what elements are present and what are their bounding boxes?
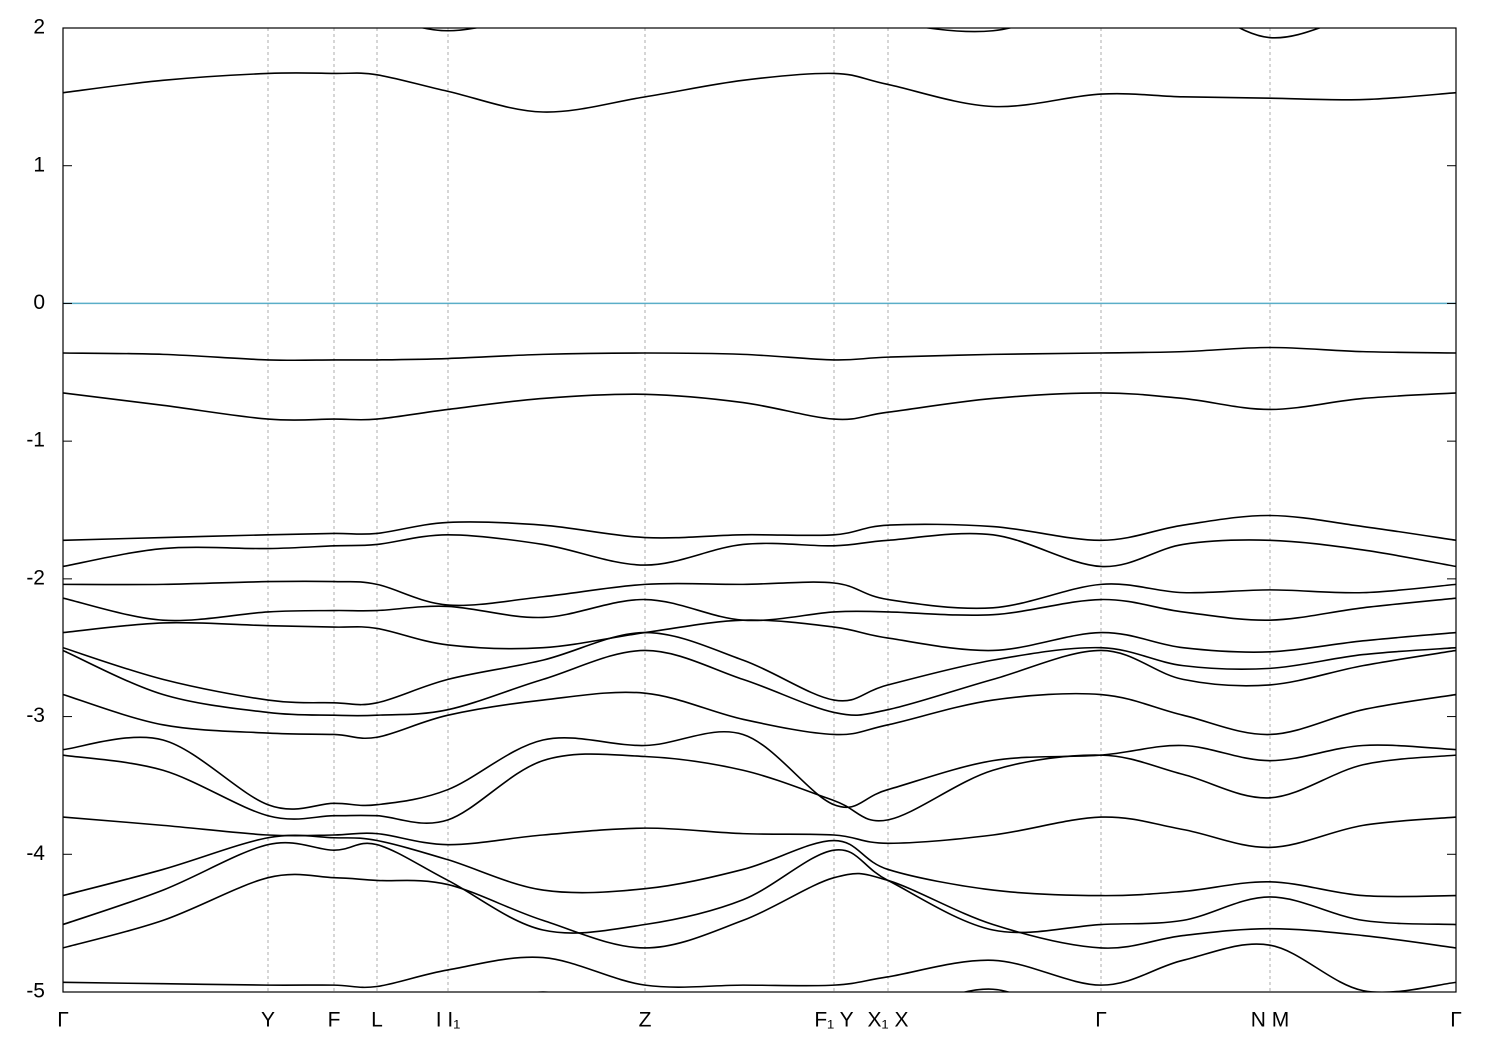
y-tick-label: 1 <box>33 153 45 176</box>
x-tick-label: X₁ X <box>868 1009 909 1032</box>
band-line <box>63 730 1456 810</box>
band-line <box>63 597 1456 622</box>
y-tick-label: -1 <box>26 429 45 452</box>
band-line <box>63 841 1456 934</box>
y-tick-label: -5 <box>26 980 45 1003</box>
x-tick-label: L <box>371 1009 383 1032</box>
x-tick-label: F <box>328 1009 341 1032</box>
band-line <box>63 514 1456 542</box>
grid <box>63 28 1456 992</box>
band-line <box>63 532 1456 568</box>
band-line <box>63 816 1456 849</box>
y-tick-label: -4 <box>26 842 45 865</box>
x-tick-label: Γ <box>1450 1009 1462 1032</box>
band-line <box>63 872 1456 949</box>
band-line <box>63 346 1456 362</box>
plot-frame <box>62 27 1457 993</box>
y-tick-label: 0 <box>33 291 45 314</box>
x-tick-label: N M <box>1251 1009 1290 1032</box>
x-tick-label: Z <box>639 1009 652 1032</box>
band-line <box>63 72 1456 113</box>
x-tick-label: F₁ Y <box>814 1009 853 1032</box>
band-line <box>63 834 1456 898</box>
y-tick-label: -2 <box>26 566 45 589</box>
x-tick-label: Γ <box>1095 1009 1107 1032</box>
band-line <box>63 691 1456 740</box>
band-line <box>63 631 1456 706</box>
band-line <box>63 392 1456 421</box>
labels: -5 -4 -3 -2 -1 0 1 2 Γ Y F L I I₁ Z F₁ Y X₁ X Γ N M Γ <box>26 16 1461 1032</box>
y-tick-label: 2 <box>33 16 45 39</box>
x-tick-label: Y <box>261 1009 275 1032</box>
band-line <box>419 28 1322 39</box>
x-tick-label: Γ <box>57 1009 69 1032</box>
bands <box>63 28 1456 992</box>
band-line <box>63 580 1456 610</box>
band-line <box>63 619 1456 653</box>
band-line <box>63 649 1456 717</box>
band-line <box>63 943 1456 992</box>
y-tick-label: -3 <box>26 704 45 727</box>
x-tick-label: I I₁ <box>436 1009 461 1032</box>
band-line <box>63 753 1456 824</box>
